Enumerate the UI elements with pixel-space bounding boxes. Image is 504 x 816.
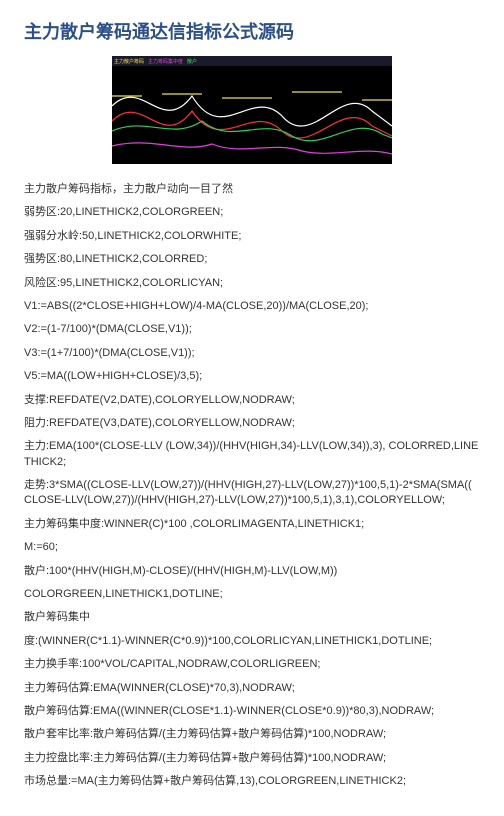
- chart-label-3: 散户: [187, 58, 197, 65]
- code-line: 主力:EMA(100*(CLOSE-LLV (LOW,34))/(HHV(HIG…: [24, 439, 480, 470]
- red-line: [112, 111, 392, 138]
- code-line: 主力散户筹码指标，主力散户动向一目了然: [24, 182, 480, 197]
- code-line: 风险区:95,LINETHICK2,COLORLICYAN;: [24, 276, 480, 291]
- yellow-line: [112, 92, 392, 100]
- code-line: V3:=(1+7/100)*(DMA(CLOSE,V1));: [24, 346, 480, 361]
- code-line: 度:(WINNER(C*1.1)-WINNER(C*0.9))*100,COLO…: [24, 634, 480, 649]
- green-line: [112, 121, 392, 141]
- code-line: 散户套牢比率:散户筹码估算/(主力筹码估算+散户筹码估算)*100,NODRAW…: [24, 727, 480, 742]
- code-line: 市场总量:=MA(主力筹码估算+散户筹码估算,13),COLORGREEN,LI…: [24, 774, 480, 789]
- code-line: 强势区:80,LINETHICK2,COLORRED;: [24, 252, 480, 267]
- code-line: 主力换手率:100*VOL/CAPITAL,NODRAW,COLORLIGREE…: [24, 657, 480, 672]
- code-line: 散户:100*(HHV(HIGH,M)-CLOSE)/(HHV(HIGH,M)-…: [24, 564, 480, 579]
- chart-container: 主力散户筹码 主力筹码集中度 散户: [24, 56, 480, 164]
- code-line: 散户筹码集中: [24, 610, 480, 625]
- code-block: 主力散户筹码指标，主力散户动向一目了然弱势区:20,LINETHICK2,COL…: [24, 182, 480, 790]
- code-line: V5:=MA((LOW+HIGH+CLOSE)/3,5);: [24, 369, 480, 384]
- magenta-line: [112, 143, 392, 154]
- code-line: M:=60;: [24, 540, 480, 555]
- code-line: 走势:3*SMA((CLOSE-LLV(LOW,27))/(HHV(HIGH,2…: [24, 478, 480, 509]
- code-line: COLORGREEN,LINETHICK1,DOTLINE;: [24, 587, 480, 602]
- code-line: 主力筹码集中度:WINNER(C)*100 ,COLORLIMAGENTA,LI…: [24, 517, 480, 532]
- code-line: 主力筹码估算:EMA(WINNER(CLOSE)*70,3),NODRAW;: [24, 681, 480, 696]
- white-line: [112, 96, 392, 126]
- code-line: 强弱分水岭:50,LINETHICK2,COLORWHITE;: [24, 229, 480, 244]
- code-line: 阻力:REFDATE(V3,DATE),COLORYELLOW,NODRAW;: [24, 416, 480, 431]
- code-line: 散户筹码估算:EMA((WINNER(CLOSE*1.1)-WINNER(CLO…: [24, 704, 480, 719]
- chart-topbar: 主力散户筹码 主力筹码集中度 散户: [112, 56, 392, 66]
- code-line: V1:=ABS((2*CLOSE+HIGH+LOW)/4-MA(CLOSE,20…: [24, 299, 480, 314]
- code-line: V2:=(1-7/100)*(DMA(CLOSE,V1));: [24, 322, 480, 337]
- chart-label-2: 主力筹码集中度: [148, 58, 183, 65]
- chart-label-1: 主力散户筹码: [114, 58, 144, 65]
- chart-svg: [112, 66, 392, 164]
- indicator-chart: 主力散户筹码 主力筹码集中度 散户: [112, 56, 392, 164]
- code-line: 支撑:REFDATE(V2,DATE),COLORYELLOW,NODRAW;: [24, 393, 480, 408]
- code-line: 主力控盘比率:主力筹码估算/(主力筹码估算+散户筹码估算)*100,NODRAW…: [24, 751, 480, 766]
- code-line: 弱势区:20,LINETHICK2,COLORGREEN;: [24, 205, 480, 220]
- page-title: 主力散户筹码通达信指标公式源码: [24, 18, 480, 44]
